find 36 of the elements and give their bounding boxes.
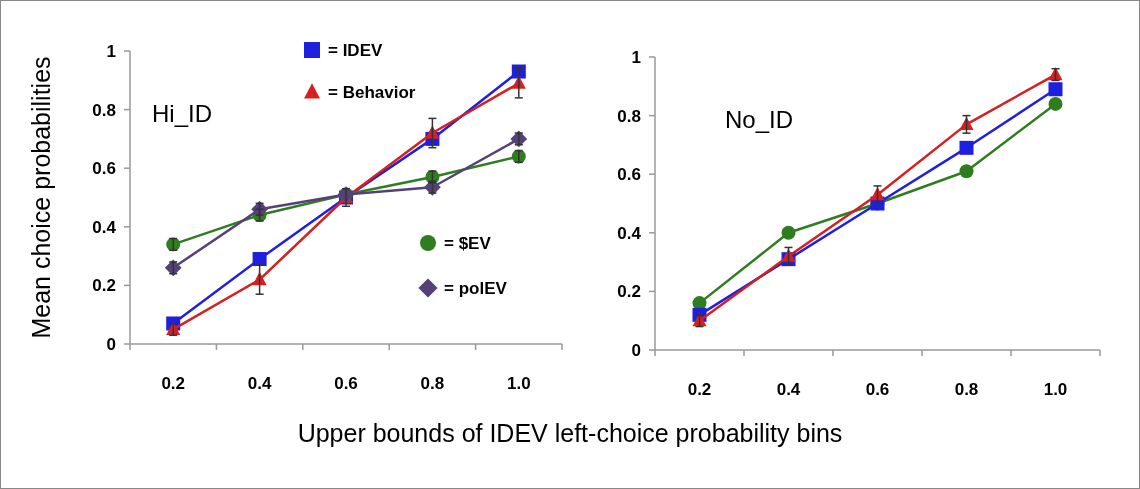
x-tick-label: 0.4 <box>776 380 801 399</box>
point <box>252 252 267 267</box>
y-tick-label: 0.6 <box>92 159 116 179</box>
point <box>781 225 796 240</box>
y-tick-label: 0.6 <box>617 165 641 185</box>
x-tick-label: 0.6 <box>334 374 358 393</box>
x-tick-label: 0.2 <box>687 380 712 399</box>
x-tick-label: 0.8 <box>420 374 445 393</box>
y-tick-label: 0.8 <box>617 106 641 126</box>
y-tick-label: 0.2 <box>92 276 116 296</box>
y-tick-label: 1 <box>106 41 116 61</box>
text: No_ID <box>725 106 794 133</box>
legend-label: = polEV <box>444 278 508 298</box>
y-axis-title: Mean choice probabilities <box>27 56 55 339</box>
x-tick-label: 0.6 <box>865 380 890 399</box>
legend-label: = Behavior <box>328 82 416 102</box>
x-axis-title: Upper bounds of IDEV left-choice probability bins <box>297 419 843 447</box>
x-tick-label: 1.0 <box>506 374 531 393</box>
y-tick-label: 1 <box>631 47 641 67</box>
x-tick-label: 0.2 <box>161 374 186 393</box>
y-tick-label: 0.2 <box>617 282 641 302</box>
y-tick-label: 0 <box>106 334 116 354</box>
y-tick-label: 0.4 <box>92 217 117 237</box>
x-tick-label: 0.8 <box>954 380 979 399</box>
y-tick-label: 0 <box>631 340 641 360</box>
legend-label: = IDEV <box>328 40 383 60</box>
text: Hi_ID <box>152 100 213 127</box>
point <box>1048 82 1063 97</box>
point <box>1048 96 1063 111</box>
y-tick-label: 0.8 <box>92 100 116 120</box>
legend-label: = $EV <box>444 233 492 253</box>
x-tick-label: 1.0 <box>1043 380 1068 399</box>
point <box>959 140 974 155</box>
y-tick-label: 0.4 <box>617 223 642 243</box>
x-tick-label: 0.4 <box>247 374 272 393</box>
point <box>959 164 974 179</box>
